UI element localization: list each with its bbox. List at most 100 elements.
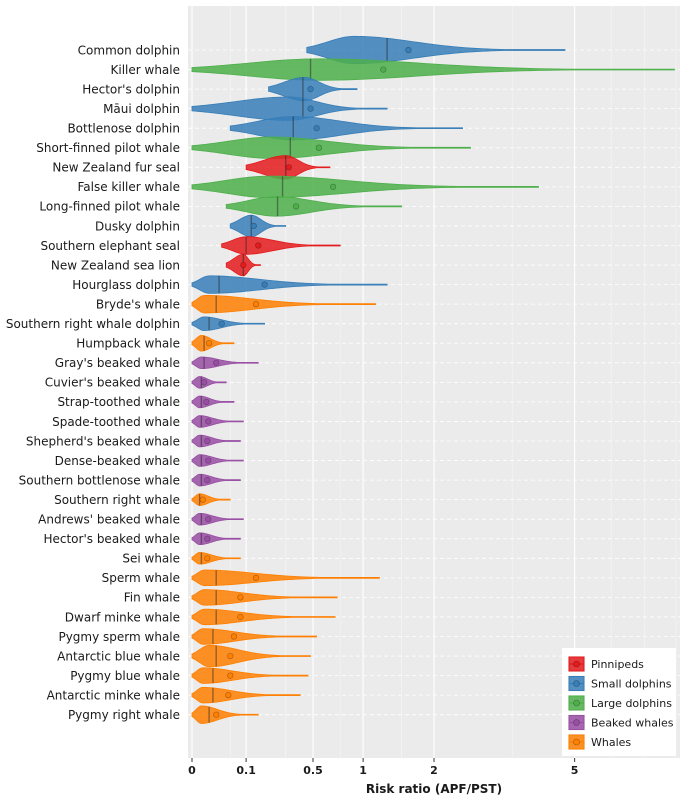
- species-label: Southern bottlenose whale: [19, 473, 180, 487]
- legend-entry-label: Small dolphins: [591, 678, 672, 691]
- species-label: Southern elephant seal: [40, 239, 180, 253]
- mean-point: [206, 340, 213, 347]
- mean-point: [307, 105, 314, 112]
- violin-shape: [191, 705, 259, 724]
- violin-shape: [225, 196, 402, 217]
- species-label: Long-finned pilot whale: [39, 200, 180, 214]
- violin-shape: [191, 628, 317, 645]
- violin-shape: [191, 175, 539, 199]
- mean-point: [199, 496, 206, 503]
- violin-shape: [191, 454, 244, 467]
- mean-point: [315, 144, 323, 151]
- species-label: Bottlenose dolphin: [67, 122, 180, 136]
- mean-point: [205, 457, 212, 464]
- violin-shape: [191, 644, 311, 668]
- legend-entry-label: Beaked whales: [591, 717, 674, 730]
- species-label: Hector's dolphin: [82, 82, 180, 96]
- mean-point: [313, 125, 320, 132]
- x-tick-label: 5: [571, 764, 579, 777]
- mean-point: [205, 418, 212, 425]
- mean-point: [252, 574, 260, 581]
- mean-point: [227, 652, 234, 660]
- violin-shape: [191, 473, 241, 487]
- mean-point: [255, 242, 262, 249]
- x-axis-title: Risk ratio (APF/PST): [366, 782, 502, 796]
- mean-point: [252, 301, 260, 308]
- mean-point: [213, 711, 220, 718]
- x-tick-label: 0.5: [303, 764, 323, 777]
- violin-shape: [191, 294, 376, 314]
- violin-shape: [191, 356, 259, 370]
- violin-shape: [191, 96, 388, 121]
- species-label: Fin whale: [124, 591, 180, 605]
- violin-shape: [229, 214, 287, 238]
- legend: Pinnipeds Small dolphins Large dolphins Bea…: [562, 648, 676, 756]
- species-label: Southern right whale dolphin: [6, 317, 180, 331]
- mean-point: [405, 46, 412, 54]
- mean-point: [218, 320, 225, 327]
- violin-shape: [191, 608, 336, 626]
- legend-key-point: [573, 699, 580, 707]
- species-label: Sei whale: [122, 552, 180, 566]
- mean-point: [250, 222, 257, 230]
- species-label: Shepherd's beaked whale: [26, 434, 180, 448]
- x-axis-ticks: 0 0.1 0.5 1 2 5: [188, 758, 578, 777]
- legend-entry-label: Large dolphins: [591, 697, 672, 710]
- mean-point: [203, 398, 210, 406]
- species-label: New Zealand sea lion: [51, 258, 180, 272]
- species-label: Cuvier's beaked whale: [45, 376, 180, 390]
- species-label: Common dolphin: [78, 43, 180, 57]
- violin-shape: [191, 335, 235, 352]
- mean-point: [237, 594, 244, 601]
- violin-shape: [191, 532, 241, 546]
- mean-point: [240, 261, 247, 269]
- mean-point: [201, 379, 208, 386]
- species-label: Hourglass dolphin: [72, 278, 180, 292]
- violin-shape: [191, 686, 301, 704]
- violin-shape: [191, 512, 244, 526]
- species-label: Dusky dolphin: [95, 219, 180, 233]
- x-tick-label: 1: [359, 764, 367, 777]
- violin-shape: [191, 275, 388, 294]
- mean-point: [380, 66, 387, 73]
- violin-shape: [191, 552, 241, 565]
- species-label: Bryde's whale: [96, 297, 180, 311]
- species-label: Pygmy right whale: [68, 708, 180, 722]
- violin-shape: [191, 569, 380, 587]
- violin-shape: [191, 58, 675, 81]
- species-label: Short-finned pilot whale: [36, 141, 180, 155]
- species-label: Māui dolphin: [103, 102, 180, 116]
- violin-shape: [191, 395, 235, 409]
- legend-entry-label: Whales: [591, 736, 631, 749]
- mean-point: [225, 692, 232, 699]
- species-label: Pygmy blue whale: [70, 669, 180, 683]
- violin-shape: [191, 589, 338, 606]
- species-label: Hector's beaked whale: [43, 532, 180, 546]
- mean-point: [330, 183, 337, 190]
- violin-shape: [191, 667, 309, 684]
- mean-point: [237, 613, 244, 621]
- species-label: Gray's beaked whale: [55, 356, 180, 370]
- x-tick-label: 2: [430, 764, 438, 777]
- species-label: Spade-toothed whale: [52, 415, 180, 429]
- legend-key-point: [573, 738, 580, 746]
- legend-key-point: [573, 680, 580, 687]
- violin-shape: [191, 415, 244, 428]
- mean-point: [204, 437, 211, 445]
- species-label: Killer whale: [111, 63, 181, 77]
- legend-key-point: [573, 719, 580, 726]
- species-label: Strap-toothed whale: [57, 395, 180, 409]
- mean-point: [285, 164, 292, 171]
- species-label: Pygmy sperm whale: [58, 630, 180, 644]
- violin-shape: [191, 376, 227, 389]
- violins-layer: [191, 35, 675, 724]
- mean-point: [204, 555, 211, 562]
- species-label: Antarctic blue whale: [57, 649, 180, 663]
- violin-shape: [191, 434, 241, 448]
- mean-point: [292, 203, 300, 210]
- species-label: Andrews' beaked whale: [38, 513, 180, 527]
- mean-point: [204, 535, 211, 542]
- mean-point: [204, 477, 211, 484]
- species-label: Humpback whale: [76, 337, 180, 351]
